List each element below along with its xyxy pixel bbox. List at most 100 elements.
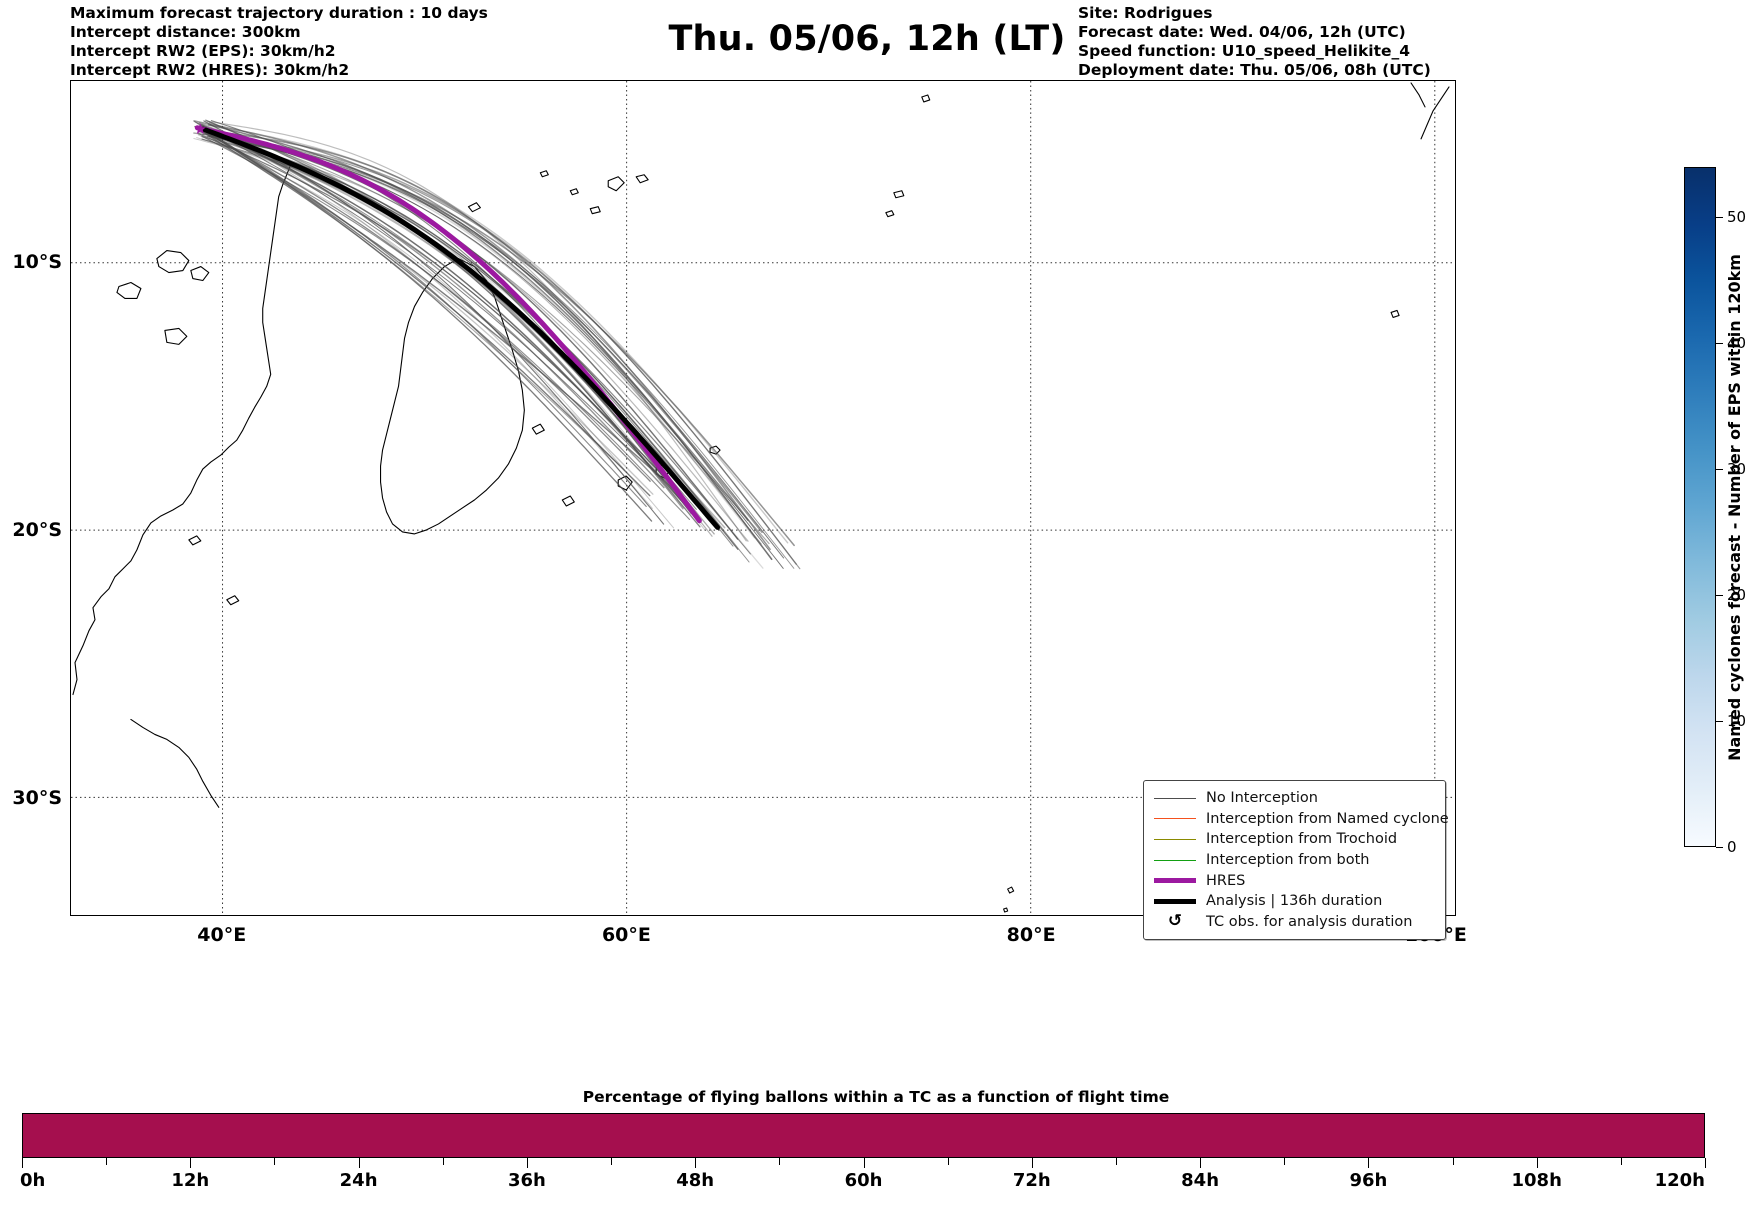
header-site: Site: Rodrigues	[1078, 4, 1213, 22]
ensemble-trajectory	[202, 131, 750, 563]
legend-item-label: HRES	[1206, 872, 1246, 889]
colorbar-tick-label-4: 40	[1727, 334, 1747, 353]
pct-major-tick	[863, 1158, 865, 1168]
lat-tick-label-2: 30°S	[12, 787, 62, 810]
tc-obs-glyph: ↺	[1167, 911, 1183, 932]
colorbar-title: Named cyclones forecast - Number of EPS …	[1721, 167, 1747, 847]
map-legend[interactable]: No Interception Interception from Named c…	[1143, 780, 1449, 941]
pct-minor-tick	[947, 1158, 949, 1165]
legend-item-3[interactable]: Interception from both	[1152, 850, 1436, 871]
legend-item-4[interactable]: HRES	[1152, 870, 1436, 891]
pct-tick-label-1: 12h	[171, 1170, 210, 1191]
legend-item-0[interactable]: No Interception	[1152, 788, 1436, 809]
pct-minor-tick	[106, 1158, 108, 1165]
pct-tick-label-3: 36h	[507, 1170, 546, 1191]
pct-tick-label-8: 96h	[1349, 1170, 1388, 1191]
map-gridlines	[71, 81, 1455, 915]
header-left-line-1: Maximum forecast trajectory duration : 1…	[70, 4, 488, 22]
legend-item-2[interactable]: Interception from Trochoid	[1152, 829, 1436, 850]
pct-major-tick	[1200, 1158, 1202, 1168]
legend-item-label: No Interception	[1206, 790, 1318, 807]
pct-major-tick	[190, 1158, 192, 1168]
colorbar-tick-0	[1716, 847, 1723, 848]
colorbar-tick-4	[1716, 343, 1723, 345]
ensemble-trajectory	[198, 133, 675, 488]
lat-tick-label-1: 20°S	[12, 519, 62, 542]
coastlines	[72, 82, 1450, 913]
header-left-line-4: Intercept RW2 (HRES): 30km/h2	[70, 60, 350, 79]
pct-tick-label-2: 24h	[339, 1170, 378, 1191]
header-forecast-date: Forecast date: Wed. 04/06, 12h (UTC)	[1078, 22, 1406, 41]
colorbar-tick-label-5: 50	[1727, 208, 1747, 227]
header-speed-function: Speed function: U10_speed_Helikite_4	[1078, 41, 1411, 60]
pct-tick-label-7: 84h	[1181, 1170, 1220, 1191]
legend-item-label: Interception from both	[1206, 852, 1370, 869]
colorbar-wrapper[interactable]: 0 10 20 30 40 50	[1684, 167, 1746, 856]
main-trajectories	[194, 125, 721, 530]
legend-item-label: TC obs. for analysis duration	[1206, 913, 1413, 930]
legend-item-6[interactable]: ↺ TC obs. for analysis duration	[1152, 912, 1436, 933]
legend-item-label: Analysis | 136h duration	[1206, 893, 1383, 910]
header-left-info: Maximum forecast trajectory duration : 1…	[70, 4, 488, 80]
pct-tick-label-4: 48h	[676, 1170, 715, 1191]
header-left-line-3: Intercept RW2 (EPS): 30km/h2	[70, 41, 336, 60]
lon-tick-label-0: 40°E	[197, 924, 247, 946]
pct-major-tick	[22, 1158, 23, 1168]
legend-line-sample	[1154, 898, 1196, 904]
ensemble-trajectory	[193, 120, 763, 534]
ensemble-trajectory	[210, 120, 692, 515]
header-left-line-2: Intercept distance: 300km	[70, 22, 301, 41]
colorbar-tick-2	[1716, 595, 1723, 597]
pct-tick-label-9: 108h	[1511, 1170, 1562, 1191]
map-panel[interactable]	[70, 80, 1456, 916]
ensemble-trajectories	[193, 119, 801, 570]
pct-major-tick	[1368, 1158, 1370, 1168]
legend-line-sample	[1154, 859, 1196, 861]
legend-item-label: Interception from Named cyclone	[1206, 810, 1449, 827]
percentage-bar[interactable]	[22, 1113, 1705, 1158]
ensemble-trajectory	[209, 123, 653, 509]
pct-minor-tick	[1115, 1158, 1117, 1165]
tc-obs-marker-icon: ↺	[1152, 913, 1198, 930]
pct-major-tick	[1536, 1158, 1538, 1168]
ensemble-trajectory	[198, 122, 714, 524]
pct-minor-tick	[274, 1158, 276, 1165]
ensemble-trajectory	[206, 135, 795, 569]
pct-minor-tick	[611, 1158, 613, 1165]
legend-swatch-line-icon	[1152, 797, 1198, 799]
ensemble-trajectory	[195, 127, 682, 501]
percentage-bar-title: Percentage of flying ballons within a TC…	[582, 1088, 1170, 1106]
ensemble-trajectory	[194, 121, 626, 471]
page-title-text: Thu. 05/06, 12h (LT)	[668, 19, 1066, 59]
ensemble-trajectory	[203, 132, 687, 503]
ensemble-trajectory	[193, 132, 797, 565]
deployment-star-icon	[194, 123, 207, 134]
pct-tick-label-0: 0h	[20, 1170, 46, 1191]
header-right-info: Site: Rodrigues Forecast date: Wed. 04/0…	[1078, 4, 1431, 80]
ensemble-trajectory	[207, 124, 749, 521]
pct-minor-tick	[442, 1158, 444, 1165]
ensemble-trajectory	[197, 128, 771, 551]
colorbar-title-text: Named cyclones forecast - Number of EPS …	[1724, 253, 1744, 761]
deployment-marker	[194, 123, 207, 134]
ensemble-trajectory	[196, 125, 651, 497]
header-deployment-date: Deployment date: Thu. 05/06, 08h (UTC)	[1078, 60, 1431, 79]
legend-item-1[interactable]: Interception from Named cyclone	[1152, 809, 1449, 830]
legend-swatch-line-icon	[1152, 818, 1198, 820]
lon-tick-label-2: 80°E	[1006, 924, 1056, 946]
ensemble-trajectory	[201, 138, 734, 547]
percentage-bar-axis	[22, 1158, 1706, 1170]
pct-tick-label-10: 120h	[1654, 1170, 1705, 1191]
legend-line-sample	[1154, 818, 1196, 820]
pct-major-tick	[358, 1158, 360, 1168]
ensemble-trajectory	[199, 126, 701, 523]
ensemble-trajectory	[194, 125, 739, 540]
legend-line-sample	[1154, 878, 1196, 884]
ensemble-trajectory	[209, 131, 726, 529]
hres-trajectory	[194, 125, 702, 524]
legend-item-5[interactable]: Analysis | 136h duration	[1152, 891, 1436, 912]
page-title: Thu. 05/06, 12h (LT)	[0, 19, 1752, 59]
colorbar-gradient	[1684, 167, 1716, 847]
ensemble-trajectory	[197, 134, 675, 529]
colorbar-tick-5	[1716, 217, 1723, 219]
